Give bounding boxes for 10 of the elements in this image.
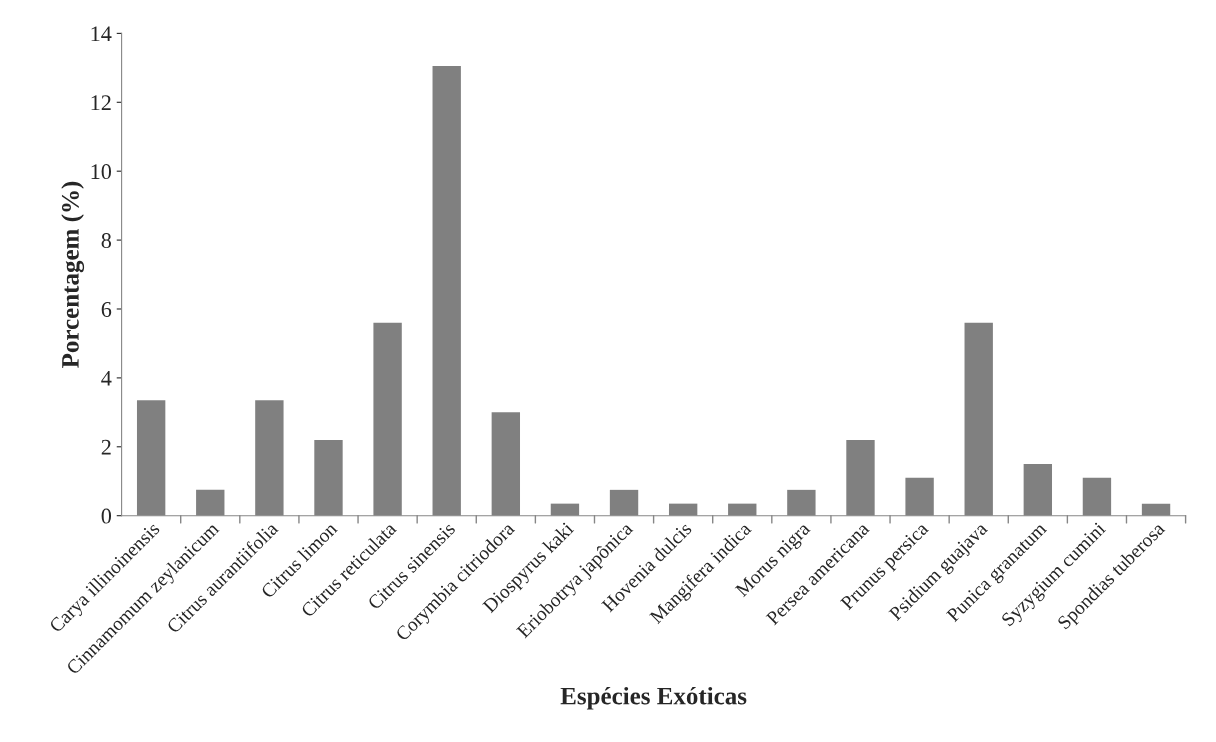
y-tick-label: 14 <box>91 26 112 42</box>
y-tick-label: 0 <box>101 508 112 524</box>
y-tick-label: 6 <box>101 301 112 317</box>
y-tick-label: 12 <box>91 95 111 110</box>
x-axis-title: Espécies Exóticas <box>560 686 747 710</box>
y-tick-label: 4 <box>101 370 112 386</box>
y-axis-title: Porcentagem (%) <box>61 181 85 368</box>
y-tick-label: 2 <box>101 439 111 455</box>
y-tick-label: 8 <box>101 233 112 249</box>
y-tick-label: 10 <box>91 164 112 180</box>
